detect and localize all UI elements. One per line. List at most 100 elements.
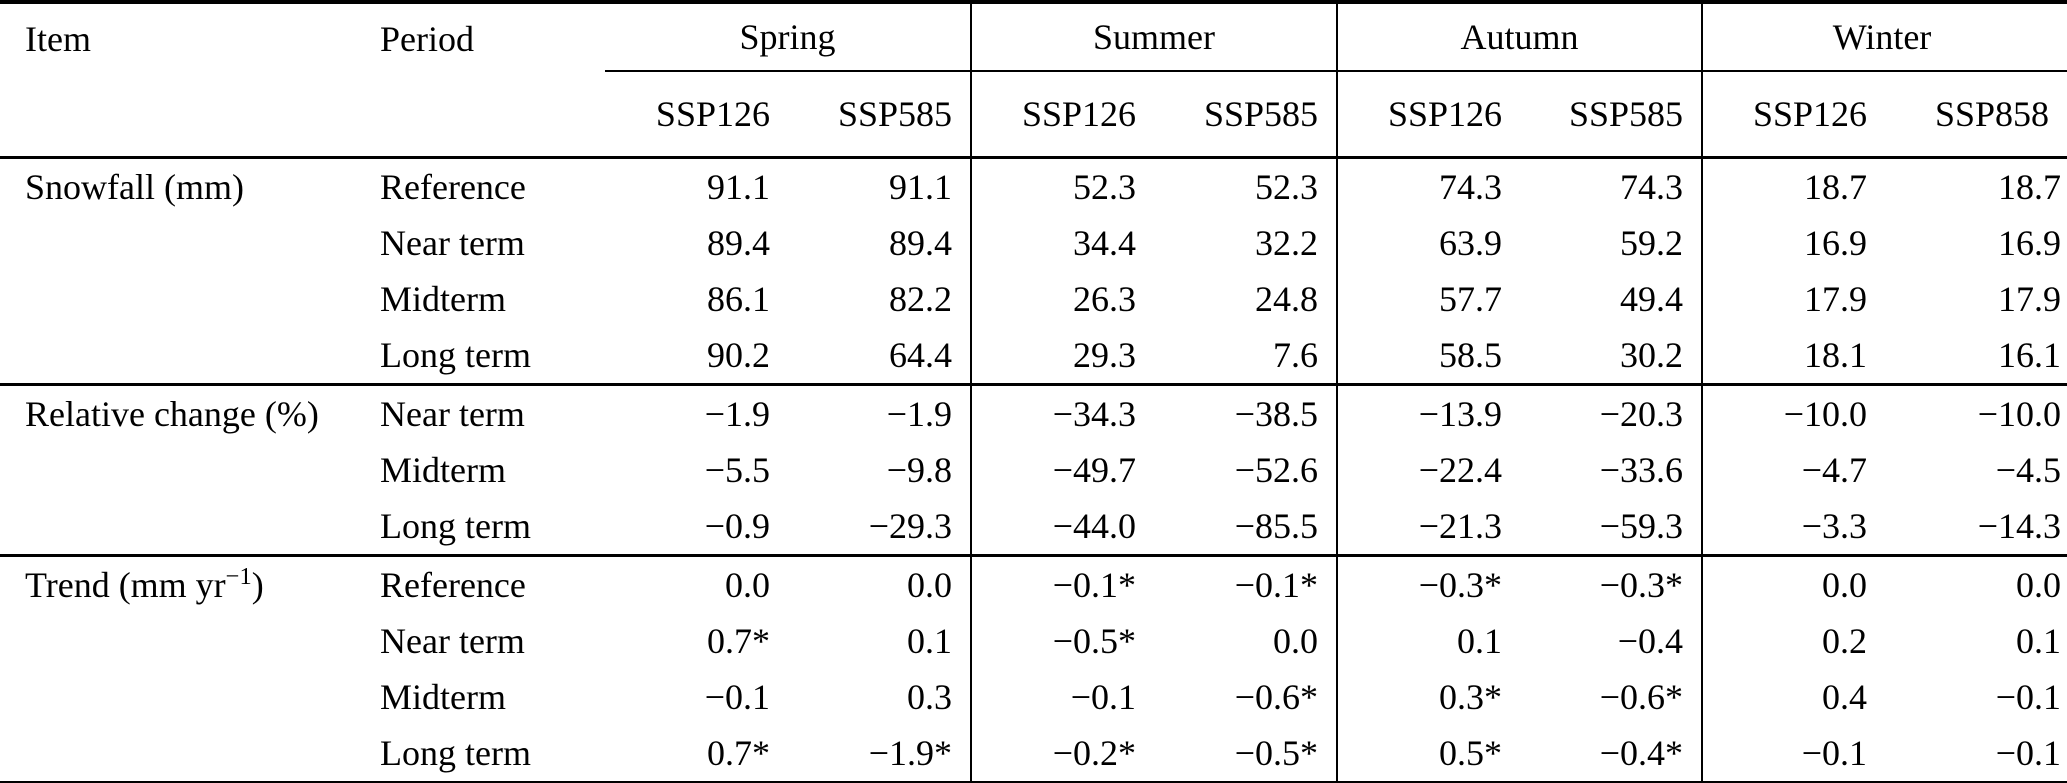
item-label — [0, 215, 380, 271]
value-cell: 18.7 — [1998, 167, 2062, 207]
value-cell: −0.1* — [1052, 565, 1137, 605]
value-cell: −0.4* — [1520, 725, 1704, 783]
value-cell: −0.2* — [1052, 733, 1137, 773]
value-cell: −4.5 — [1995, 450, 2062, 490]
scenario-header-row: SSP126 SSP585 SSP126 SSP585 SSP126 SSP58… — [0, 71, 2067, 159]
period-label: Near term — [380, 621, 525, 661]
table-row: Long term 0.7* −1.9* −0.2* −0.5* 0.5* −0.4* −0.… — [0, 725, 2067, 783]
value-cell: 57.7 — [1439, 279, 1503, 319]
value-cell: −0.5* — [1154, 725, 1339, 783]
scenario-header-summer-ssp126: SSP126 — [971, 71, 1155, 159]
value-cell: 29.3 — [1073, 335, 1137, 375]
item-label-superscript: −1 — [225, 563, 252, 590]
value-cell: −34.3 — [1052, 394, 1137, 434]
value-cell: 18.7 — [1804, 167, 1868, 207]
item-label-text: ) — [251, 565, 264, 605]
scenario-header-spring-ssp585: SSP585 — [788, 71, 973, 159]
value-cell: 0.1 — [1457, 621, 1503, 661]
value-cell: −0.1 — [1995, 677, 2062, 717]
item-label — [0, 669, 380, 725]
value-cell: −13.9 — [1418, 394, 1503, 434]
value-cell: 0.2 — [1822, 621, 1868, 661]
table-row: Midterm 86.1 82.2 26.3 24.8 57.7 49.4 17.9 17.9 — [0, 271, 2067, 327]
value-cell: 17.9 — [1804, 279, 1868, 319]
item-label — [0, 725, 380, 783]
value-cell: −85.5 — [1154, 498, 1339, 556]
value-cell: 16.9 — [1804, 223, 1868, 263]
item-label-text: Relative change (%) — [25, 394, 319, 434]
scenario-header-winter-ssp858: SSP858 — [1885, 71, 2067, 159]
value-cell: 30.2 — [1520, 327, 1704, 385]
value-cell: −49.7 — [1052, 450, 1137, 490]
value-cell: −0.3* — [1520, 555, 1704, 613]
table-row: Snowfall (mm) Reference 91.1 91.1 52.3 52.3 74… — [0, 157, 2067, 216]
value-cell: 17.9 — [1998, 279, 2062, 319]
value-cell: 0.0 — [788, 555, 973, 613]
season-header-spring: Spring — [605, 2, 973, 72]
item-label-text: Snowfall (mm) — [25, 167, 244, 207]
value-cell: 0.1 — [788, 613, 973, 669]
value-cell: 7.6 — [1154, 327, 1339, 385]
table-row: Relative change (%) Near term −1.9 −1.9 −34.… — [0, 384, 2067, 442]
scenario-header-winter-ssp126: SSP126 — [1702, 71, 1886, 159]
value-cell: −0.3* — [1418, 565, 1503, 605]
scenario-header-autumn-ssp585: SSP585 — [1520, 71, 1704, 159]
value-cell: −1.9* — [788, 725, 973, 783]
value-cell: 52.3 — [1154, 157, 1339, 215]
value-cell: −10.0 — [1783, 394, 1868, 434]
period-label: Long term — [380, 506, 531, 546]
season-header-autumn: Autumn — [1337, 2, 1704, 72]
item-column-header: Item — [0, 2, 380, 159]
value-cell: −20.3 — [1520, 384, 1704, 442]
value-cell: −1.9 — [788, 384, 973, 442]
value-cell: −14.3 — [1977, 506, 2062, 546]
value-cell: −3.3 — [1801, 506, 1868, 546]
period-label: Midterm — [380, 677, 506, 717]
table-row: Long term 90.2 64.4 29.3 7.6 58.5 30.2 18.1 16.1 — [0, 327, 2067, 385]
item-label — [0, 442, 380, 498]
value-cell: 0.4 — [1822, 677, 1868, 717]
item-label-text: Trend (mm yr — [25, 565, 226, 605]
scenario-header-autumn-ssp126: SSP126 — [1337, 71, 1521, 159]
value-cell: −0.4 — [1520, 613, 1704, 669]
period-label: Near term — [380, 223, 525, 263]
value-cell: 16.9 — [1998, 223, 2062, 263]
value-cell: 18.1 — [1804, 335, 1868, 375]
value-cell: −0.6* — [1154, 669, 1339, 725]
value-cell: 0.3* — [1439, 677, 1503, 717]
scenario-header-summer-ssp585: SSP585 — [1154, 71, 1339, 159]
value-cell: 86.1 — [707, 279, 770, 319]
value-cell: −0.1 — [704, 677, 770, 717]
season-header-row: Item Period Spring Summer Autumn Winter — [0, 2, 2067, 159]
section-snowfall: Snowfall (mm) Reference 91.1 91.1 52.3 52.3 74… — [0, 157, 2067, 385]
value-cell: 0.1 — [2016, 621, 2062, 661]
season-header-winter: Winter — [1702, 2, 2067, 72]
value-cell: 24.8 — [1154, 271, 1339, 327]
value-cell: 52.3 — [1073, 167, 1137, 207]
value-cell: −0.5* — [1052, 621, 1137, 661]
value-cell: 91.1 — [707, 167, 770, 207]
value-cell: 89.4 — [788, 215, 973, 271]
value-cell: −29.3 — [788, 498, 973, 556]
value-cell: 0.3 — [788, 669, 973, 725]
value-cell: −0.1 — [1995, 733, 2062, 773]
section-trend: Trend (mm yr−1) Reference 0.0 0.0 −0.1* −0.1*… — [0, 555, 2067, 783]
value-cell: −52.6 — [1154, 442, 1339, 498]
value-cell: −5.5 — [704, 450, 770, 490]
value-cell: 0.0 — [2016, 565, 2062, 605]
value-cell: 82.2 — [788, 271, 973, 327]
value-cell: −21.3 — [1418, 506, 1503, 546]
item-label: Trend (mm yr−1) — [0, 556, 380, 614]
value-cell: −1.9 — [704, 394, 770, 434]
value-cell: 89.4 — [707, 223, 770, 263]
value-cell: −33.6 — [1520, 442, 1704, 498]
value-cell: −22.4 — [1418, 450, 1503, 490]
value-cell: 34.4 — [1073, 223, 1137, 263]
item-label: Snowfall (mm) — [0, 158, 380, 216]
table-row: Midterm −5.5 −9.8 −49.7 −52.6 −22.4 −33.6 −4.7 −… — [0, 442, 2067, 498]
value-cell: 0.5* — [1439, 733, 1503, 773]
value-cell: 0.7* — [707, 733, 770, 773]
item-label — [0, 271, 380, 327]
period-label: Near term — [380, 394, 525, 434]
